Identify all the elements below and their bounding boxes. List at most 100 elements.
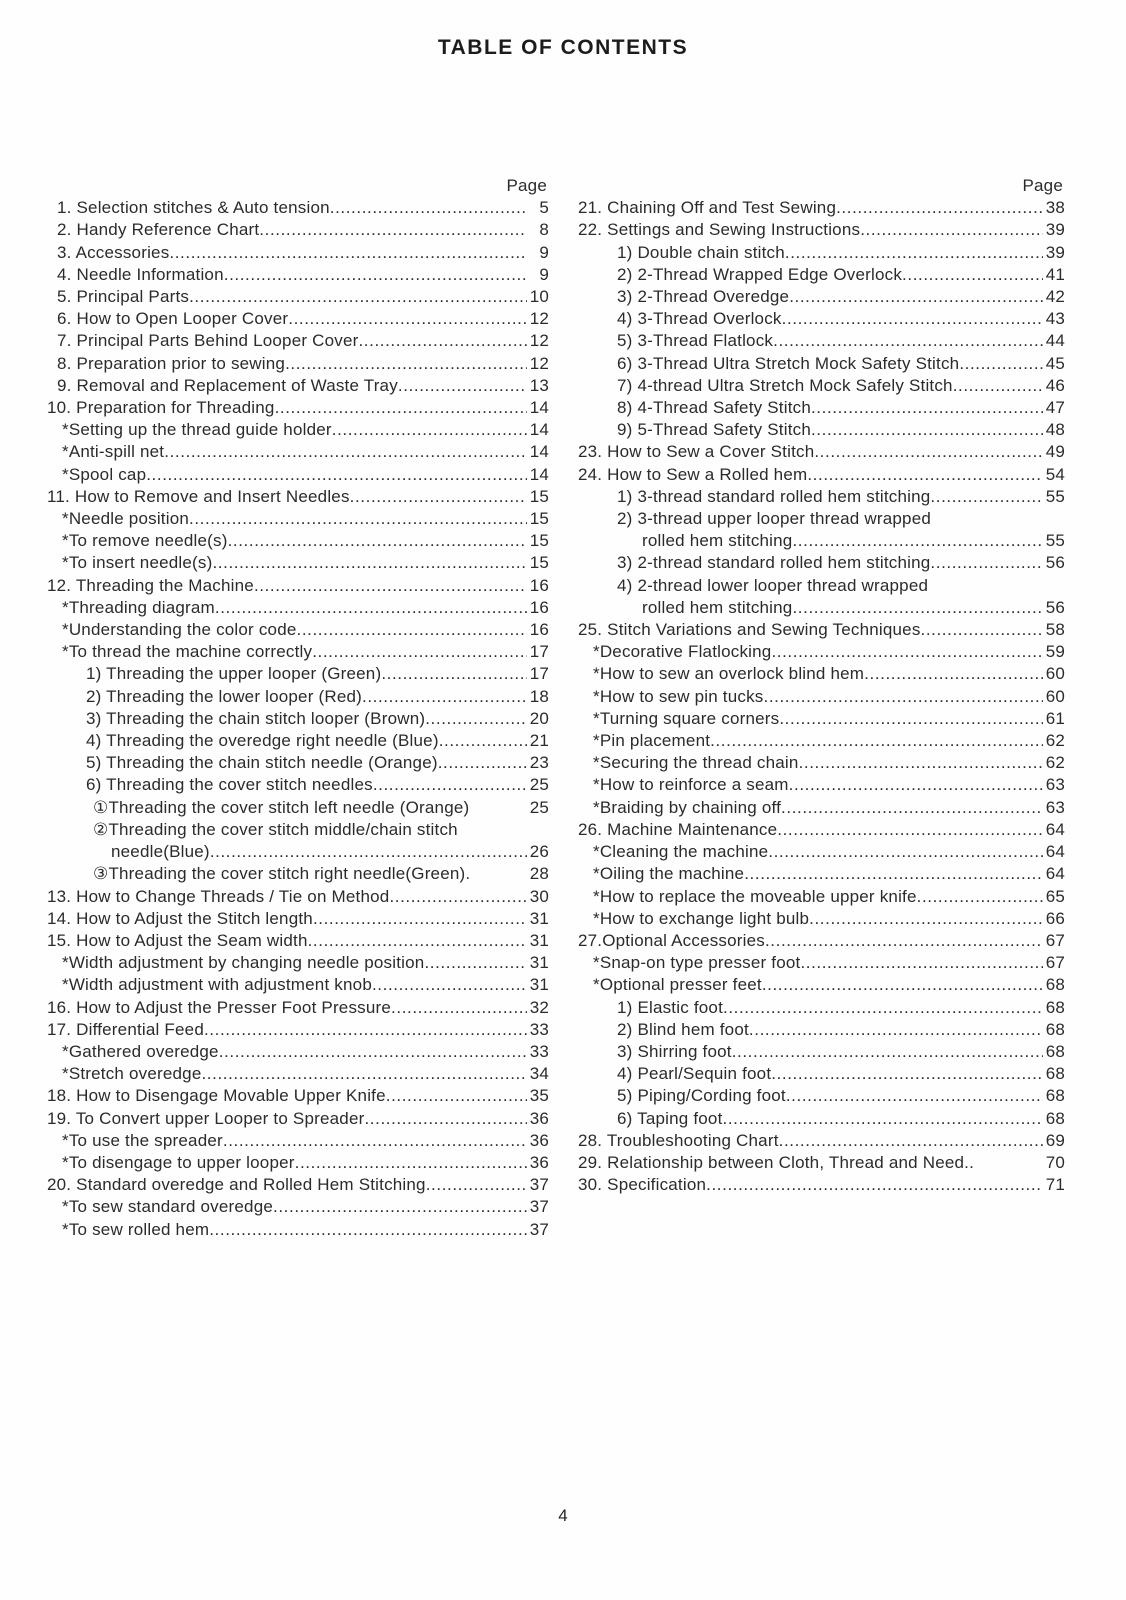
toc-entry: *To use the spreader 36 <box>62 1130 549 1152</box>
dot-leader <box>389 886 527 908</box>
toc-entry: 24. How to Sew a Rolled hem 54 <box>578 464 1065 486</box>
toc-entry-page: 35 <box>529 1086 549 1106</box>
toc-entry-page: 10 <box>529 287 549 307</box>
dot-leader <box>779 1130 1043 1152</box>
toc-entry: *To remove needle(s) 15 <box>62 530 549 552</box>
toc-entry-label: *Braiding by chaining off <box>593 797 782 817</box>
toc-entry: *Width adjustment by changing needle pos… <box>62 952 549 974</box>
dot-leader <box>792 530 1043 552</box>
toc-entry-page: 36 <box>529 1130 549 1150</box>
toc-entry: 19. To Convert upper Looper to Spreader 3… <box>47 1108 549 1130</box>
toc-entry: 11. How to Remove and Insert Needles 15 <box>47 486 549 508</box>
dot-leader <box>902 264 1043 286</box>
dot-leader <box>285 353 527 375</box>
toc-entry-label: ③Threading the cover stitch right needle… <box>93 864 471 884</box>
toc-entry-page: 32 <box>529 997 549 1017</box>
dot-leader <box>273 1196 527 1218</box>
toc-entry-label: 20. Standard overedge and Rolled Hem Sti… <box>47 1175 426 1195</box>
toc-entry: 1) Threading the upper looper (Green) 17 <box>86 663 549 685</box>
dot-leader <box>773 330 1043 352</box>
toc-entry: 10. Preparation for Threading 14 <box>47 397 549 419</box>
dot-leader <box>744 863 1043 885</box>
dot-leader <box>330 197 527 219</box>
dot-leader <box>930 552 1043 574</box>
toc-entry-label: 1) Elastic foot <box>617 997 723 1017</box>
toc-entry: 6) Threading the cover stitch needles 25 <box>86 774 549 796</box>
toc-entry: 4) Threading the overedge right needle (… <box>86 730 549 752</box>
toc-entry: *Snap-on type presser foot 67 <box>593 952 1065 974</box>
dot-leader <box>358 330 527 352</box>
dot-leader <box>215 597 527 619</box>
toc-entry-page: 12 <box>529 331 549 351</box>
toc-entry-label: 3) Threading the chain stitch looper (Br… <box>86 708 426 728</box>
toc-entry-label: 17. Differential Feed <box>47 1019 204 1039</box>
dot-leader <box>764 686 1044 708</box>
dot-leader <box>953 375 1043 397</box>
dot-leader <box>864 663 1043 685</box>
toc-entry-page: 20 <box>529 708 549 728</box>
dot-leader <box>426 1174 527 1196</box>
toc-entry-page: 64 <box>1045 842 1065 862</box>
dot-leader <box>789 286 1043 308</box>
dot-leader <box>204 1019 527 1041</box>
toc-entry: ②Threading the cover stitch middle/chain… <box>93 819 549 841</box>
dot-leader <box>807 464 1043 486</box>
toc-entry-label: 1. Selection stitches & Auto tension <box>57 198 330 218</box>
toc-entry-page: 16 <box>529 597 549 617</box>
toc-entry: 3. Accessories 9 <box>57 242 549 264</box>
toc-entry: *How to sew an overlock blind hem 60 <box>593 663 1065 685</box>
toc-entry-page: 36 <box>529 1152 549 1172</box>
dot-leader <box>223 1130 527 1152</box>
dot-leader <box>209 1219 527 1241</box>
dot-leader <box>362 686 527 708</box>
toc-entry-label: 19. To Convert upper Looper to Spreader <box>47 1108 365 1128</box>
toc-entry-label: 26. Machine Maintenance <box>578 819 778 839</box>
toc-entry: 2) 2-Thread Wrapped Edge Overlock 41 <box>617 264 1065 286</box>
toc-entry-label: 2) 3-thread upper looper thread wrapped <box>617 509 931 529</box>
toc-entry-page: 67 <box>1045 930 1065 950</box>
toc-entry: 6) 3-Thread Ultra Stretch Mock Safety St… <box>617 353 1065 375</box>
toc-entry: 5. Principal Parts 10 <box>57 286 549 308</box>
dot-leader <box>706 1174 1043 1196</box>
toc-entry-label: 1) Double chain stitch <box>617 242 785 262</box>
toc-entry-label: 27.Optional Accessories <box>578 930 765 950</box>
toc-entry-page: 70 <box>1045 1152 1065 1172</box>
toc-entry-label: 14. How to Adjust the Stitch length <box>47 908 313 928</box>
toc-entry-page: 68 <box>1045 997 1065 1017</box>
toc-entry-label: 5) Threading the chain stitch needle (Or… <box>86 753 438 773</box>
toc-entry-page: 17 <box>529 642 549 662</box>
toc-entry-page: 25 <box>529 775 549 795</box>
dot-leader <box>723 1108 1043 1130</box>
toc-entry-page: 16 <box>529 620 549 640</box>
toc-entry: *Stretch overedge 34 <box>62 1063 549 1085</box>
toc-entry: 8) 4-Thread Safety Stitch 47 <box>617 397 1065 419</box>
toc-entry-page: 30 <box>529 886 549 906</box>
toc-entry-label: 5. Principal Parts <box>57 287 190 307</box>
dot-leader <box>381 663 527 685</box>
toc-entry-label: *How to reinforce a seam <box>593 775 789 795</box>
toc-entry-label: 4. Needle Information <box>57 264 224 284</box>
toc-entry: 9) 5-Thread Safety Stitch 48 <box>617 419 1065 441</box>
toc-entry-page: 9 <box>539 264 549 284</box>
toc-entry-label: 2) 2-Thread Wrapped Edge Overlock <box>617 264 903 284</box>
toc-entry-label: 2) Threading the lower looper (Red) <box>86 686 362 706</box>
toc-entry-label: *Gathered overedge <box>62 1041 219 1061</box>
toc-entry: 21. Chaining Off and Test Sewing 38 <box>578 197 1065 219</box>
toc-entry-label: *How to exchange light bulb <box>593 908 810 928</box>
dot-leader <box>189 508 527 530</box>
dot-leader <box>288 308 527 330</box>
dot-leader <box>350 486 527 508</box>
toc-entry: 14. How to Adjust the Stitch length 31 <box>47 908 549 930</box>
toc-entry-page: 34 <box>529 1064 549 1084</box>
dot-leader <box>959 353 1043 375</box>
dot-leader <box>777 819 1043 841</box>
toc-entry-page: 14 <box>529 420 549 440</box>
toc-entry-label: 15. How to Adjust the Seam width <box>47 930 308 950</box>
toc-entry-page: 64 <box>1045 864 1065 884</box>
toc-entry-label: 16. How to Adjust the Presser Foot Press… <box>47 997 392 1017</box>
dot-leader <box>201 1063 527 1085</box>
toc-entry-page: 49 <box>1045 442 1065 462</box>
dot-leader <box>771 641 1043 663</box>
dot-leader <box>224 264 527 286</box>
toc-entry-label: 2. Handy Reference Chart <box>57 220 260 240</box>
